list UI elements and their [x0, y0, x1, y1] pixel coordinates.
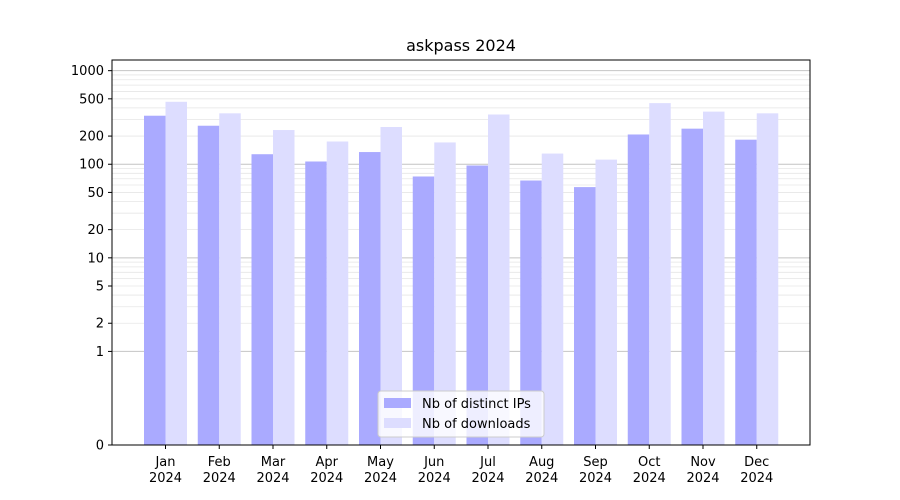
bar-downloads [434, 142, 456, 445]
y-tick-label: 20 [87, 223, 104, 238]
y-tick-label: 1000 [71, 64, 104, 79]
x-tick-label: Jan 2024 [149, 455, 182, 486]
legend-swatch [384, 418, 411, 428]
x-tick-label: May 2024 [364, 455, 397, 486]
x-axis: Jan 2024 Feb 2024 Mar 2024 Apr 2024 May 2024 Jun 20… [149, 445, 773, 486]
x-tick-label: Jul 2024 [471, 455, 504, 486]
bar-downloads [703, 111, 725, 445]
y-axis: 0 1 2 5 10 20 50 100 200 500 1000 [71, 64, 112, 454]
x-tick-label: Oct 2024 [633, 455, 666, 486]
bar-downloads [595, 159, 617, 445]
legend-label: Nb of downloads [422, 417, 531, 432]
chart-title: askpass 2024 [406, 36, 516, 55]
legend-label: Nb of distinct IPs [422, 397, 531, 412]
bars [144, 101, 779, 446]
y-tick-label: 50 [87, 186, 104, 201]
bar-downloads [219, 113, 241, 446]
x-tick-label: Nov 2024 [686, 455, 719, 486]
y-tick-label: 500 [79, 92, 104, 107]
bar-distinct-ips [520, 180, 542, 446]
bar-downloads [756, 113, 779, 446]
bar-distinct-ips [251, 154, 273, 446]
legend-swatch [384, 398, 411, 408]
bar-distinct-ips [144, 115, 166, 445]
x-tick-label: Apr 2024 [310, 455, 343, 486]
bar-distinct-ips [412, 176, 435, 446]
bar-distinct-ips [627, 134, 650, 445]
x-tick-label: Mar 2024 [256, 455, 289, 486]
bar-distinct-ips [574, 187, 596, 445]
bar-downloads [165, 101, 187, 446]
bar-distinct-ips [735, 139, 757, 445]
x-tick-label: Aug 2024 [525, 455, 558, 486]
x-tick-label: Jun 2024 [418, 455, 451, 486]
x-tick-label: Dec 2024 [740, 455, 773, 486]
y-tick-label: 10 [87, 251, 104, 266]
legend-box [377, 390, 545, 438]
bar-downloads [273, 130, 295, 445]
y-tick-label: 1 [96, 345, 104, 360]
legend: Nb of distinct IPs Nb of downloads [377, 390, 545, 438]
y-tick-label: 2 [96, 317, 104, 332]
bar-downloads [649, 103, 671, 445]
x-tick-label: Sep 2024 [579, 455, 612, 486]
bar-distinct-ips [359, 152, 381, 445]
bar-distinct-ips [197, 125, 220, 445]
x-tick-label: Feb 2024 [203, 455, 236, 486]
y-tick-label: 5 [96, 280, 104, 295]
y-tick-label: 0 [96, 439, 104, 454]
bar-downloads [326, 141, 349, 445]
bar-downloads [541, 153, 564, 446]
bar-downloads [380, 127, 402, 445]
y-tick-label: 100 [79, 158, 104, 173]
y-tick-label: 200 [79, 130, 104, 145]
bar-downloads [488, 114, 510, 445]
bar-distinct-ips [681, 128, 703, 445]
plot-area-frame [111, 59, 811, 446]
bar-distinct-ips [305, 161, 327, 445]
bar-distinct-ips [466, 165, 488, 446]
